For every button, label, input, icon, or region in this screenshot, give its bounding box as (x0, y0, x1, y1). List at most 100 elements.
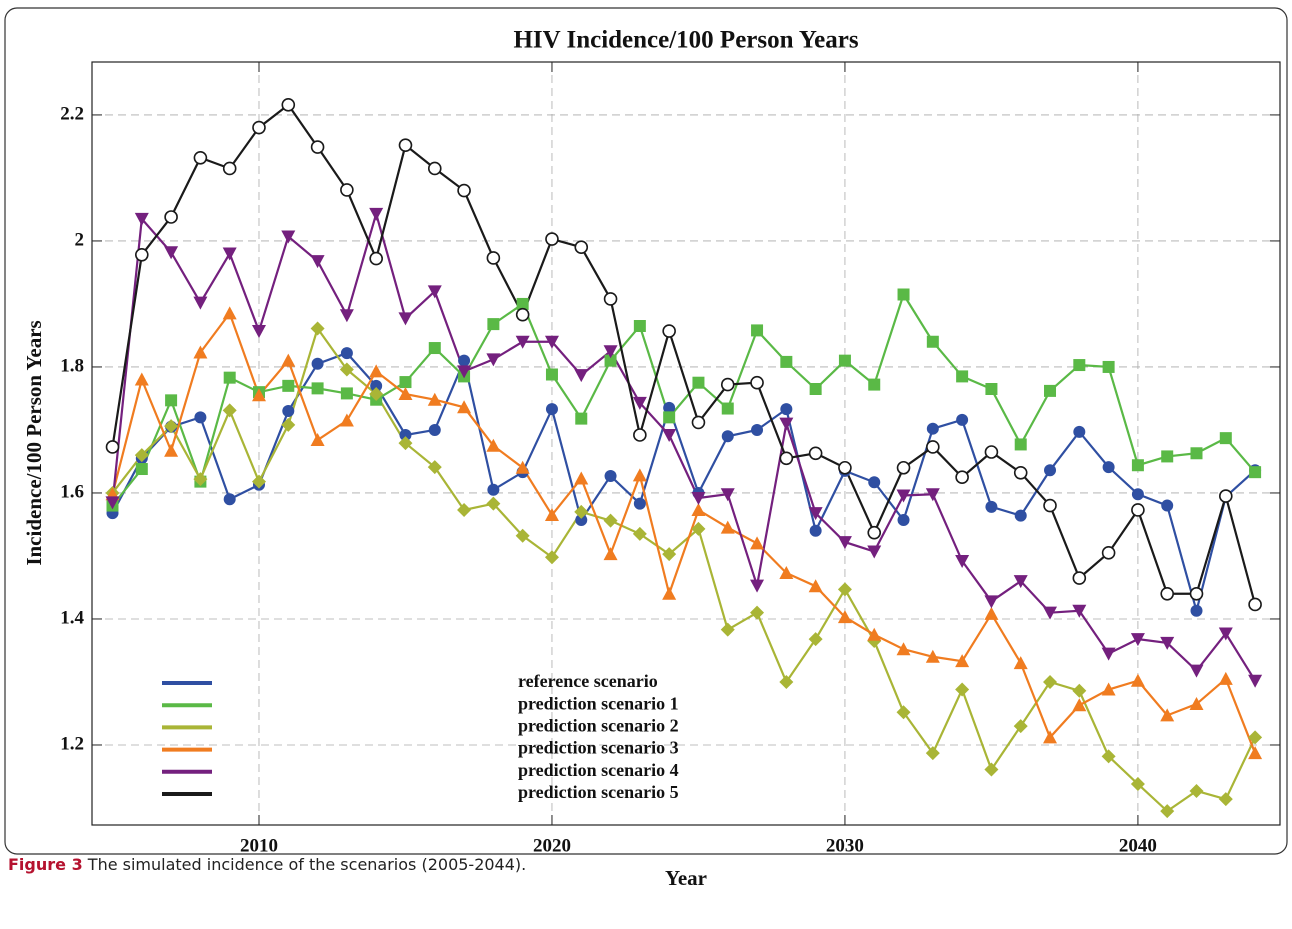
marker (574, 504, 589, 519)
series-line (111, 326, 1257, 813)
marker (1013, 656, 1028, 670)
marker (633, 428, 647, 442)
marker (194, 411, 207, 424)
marker (1044, 464, 1057, 477)
legend-label: prediction scenario 3 (518, 738, 679, 758)
marker (1043, 674, 1058, 689)
marker (779, 674, 794, 689)
marker (575, 514, 588, 527)
marker (1072, 604, 1087, 618)
marker (1072, 698, 1087, 712)
marker (1013, 575, 1028, 589)
marker (282, 379, 295, 392)
marker (867, 545, 882, 559)
marker (457, 183, 471, 198)
marker (223, 493, 236, 506)
plot-area (91, 61, 1281, 826)
marker (691, 492, 706, 505)
series-line (111, 209, 1257, 682)
marker (955, 654, 970, 668)
marker (193, 345, 208, 359)
marker (1248, 597, 1262, 612)
marker (868, 476, 881, 489)
marker (1014, 509, 1027, 522)
caption-label: Figure 3 (8, 855, 83, 874)
marker (750, 536, 765, 550)
marker (691, 415, 706, 430)
marker (515, 528, 530, 543)
marker (574, 471, 589, 485)
caption: Figure 3 The simulated incidence of the … (8, 855, 526, 874)
marker (603, 345, 618, 359)
marker (369, 364, 384, 378)
marker (222, 306, 237, 320)
marker (896, 460, 911, 475)
marker (427, 161, 442, 176)
marker (632, 468, 647, 482)
marker (780, 355, 793, 368)
marker (956, 370, 969, 383)
marker (604, 469, 617, 482)
marker (1189, 664, 1204, 678)
y-tick-label: 1.2 (60, 733, 84, 754)
legend-label: prediction scenario 1 (518, 693, 679, 713)
marker (486, 251, 501, 265)
marker (193, 150, 208, 165)
marker (780, 403, 793, 416)
marker (515, 307, 530, 322)
marker (808, 632, 823, 647)
marker (985, 500, 998, 513)
marker (1161, 499, 1174, 512)
marker (838, 460, 852, 475)
marker (663, 411, 676, 424)
marker (281, 230, 296, 244)
marker (222, 247, 237, 261)
marker (281, 353, 296, 367)
marker (399, 376, 412, 389)
marker (399, 428, 412, 441)
marker (1013, 465, 1028, 480)
marker (662, 547, 677, 562)
marker (369, 207, 384, 221)
marker (1248, 674, 1263, 688)
marker (633, 497, 646, 510)
marker (720, 377, 735, 392)
marker (837, 582, 852, 597)
marker (252, 120, 266, 135)
y-tick-label: 1.6 (60, 481, 84, 502)
x-tick-label: 2040 (1119, 835, 1157, 856)
marker (340, 183, 354, 197)
marker (808, 507, 823, 521)
marker (1130, 777, 1145, 792)
marker (1044, 384, 1057, 397)
marker (955, 682, 970, 697)
chart-title: HIV Incidence/100 Person Years (513, 27, 858, 54)
marker (339, 413, 354, 427)
marker (457, 400, 472, 414)
marker (369, 387, 384, 402)
marker (135, 247, 149, 262)
marker (1160, 586, 1175, 601)
marker (925, 488, 940, 502)
series-line (111, 291, 1256, 507)
marker (809, 383, 822, 395)
y-tick-label: 1.4 (60, 607, 84, 628)
marker (662, 586, 677, 600)
marker (633, 319, 646, 332)
marker (1131, 488, 1144, 501)
marker (310, 140, 325, 154)
marker (984, 595, 999, 609)
marker (164, 419, 179, 434)
marker (867, 627, 882, 641)
marker (457, 365, 472, 379)
marker (487, 318, 500, 331)
marker (1219, 432, 1232, 445)
marker (1248, 730, 1263, 745)
marker (808, 446, 823, 461)
marker (955, 470, 969, 485)
marker (632, 526, 647, 541)
marker (750, 605, 765, 620)
marker (105, 440, 120, 454)
marker (310, 255, 325, 269)
